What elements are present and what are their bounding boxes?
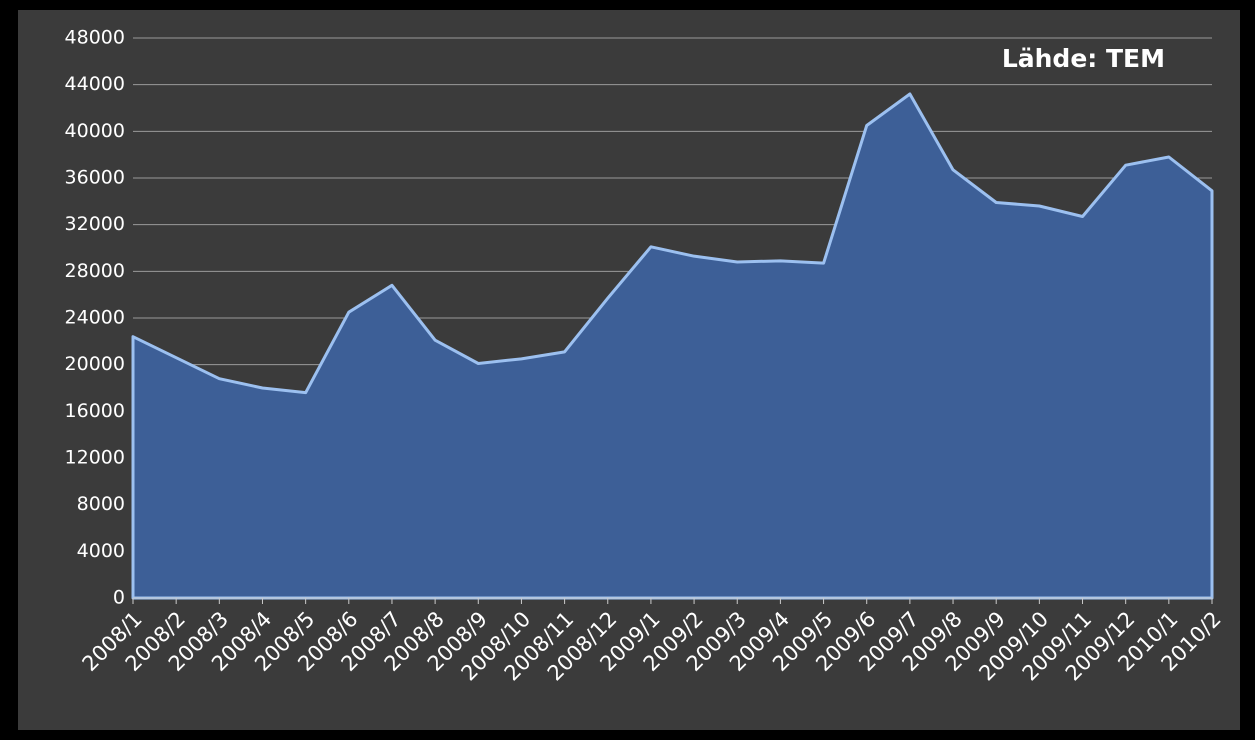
area xyxy=(131,92,1214,600)
y-tick-label: 16000 xyxy=(65,400,125,422)
y-tick-label: 0 xyxy=(113,587,125,609)
y-tick-label: 40000 xyxy=(65,120,125,142)
y-tick-label: 12000 xyxy=(65,447,125,469)
y-tick-label: 28000 xyxy=(65,260,125,282)
y-tick-label: 36000 xyxy=(65,167,125,189)
annotation: Lähde: TEM xyxy=(1002,44,1165,73)
y-tick-label: 48000 xyxy=(65,27,125,49)
y-tick-label: 8000 xyxy=(77,493,125,515)
y-tick-label: 24000 xyxy=(65,307,125,329)
y-tick-label: 20000 xyxy=(65,353,125,375)
y-tick-label: 44000 xyxy=(65,73,125,95)
y-tick-label: 4000 xyxy=(77,540,125,562)
y-tick-label: 32000 xyxy=(65,213,125,235)
